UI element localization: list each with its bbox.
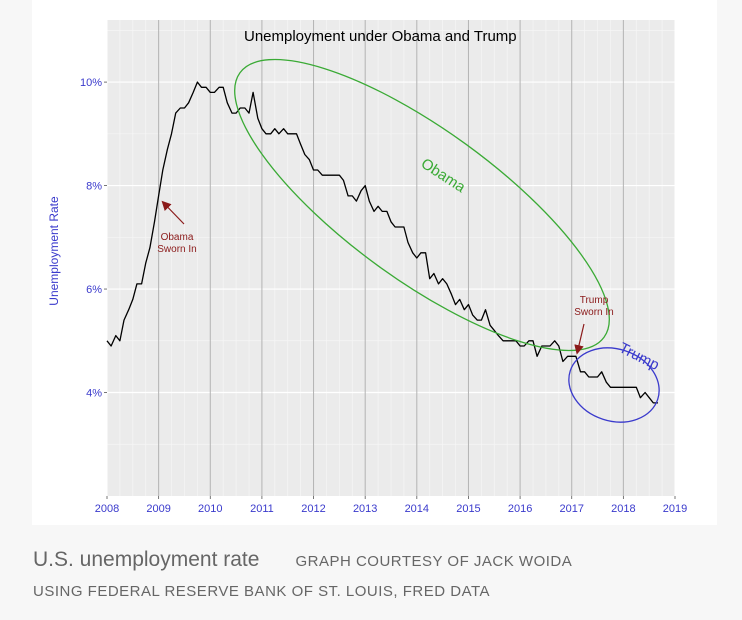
x-tick-label: 2017	[559, 503, 583, 515]
y-axis-label: Unemployment Rate	[47, 196, 61, 306]
obama-sworn-in-label: Sworn In	[157, 244, 196, 255]
trump-sworn-in-label: Trump	[580, 295, 609, 306]
x-tick-label: 2013	[353, 503, 377, 515]
x-tick-label: 2008	[95, 503, 119, 515]
x-tick-label: 2018	[611, 503, 635, 515]
caption-title: U.S. unemployment rate	[33, 548, 260, 571]
x-tick-label: 2015	[456, 503, 480, 515]
trump-sworn-in-arrow	[574, 323, 585, 355]
y-tick-label: 8%	[86, 181, 102, 193]
x-tick-label: 2016	[508, 503, 532, 515]
x-tick-label: 2011	[250, 503, 274, 515]
x-tick-label: 2009	[146, 503, 170, 515]
chart-svg: 4% 6% 8% 10% 2008 2009 2010 2011 2012 2013 2014 201…	[80, 20, 687, 515]
trump-ellipse	[568, 347, 660, 423]
caption: U.S. unemployment rate GRAPH COURTESY OF …	[33, 545, 723, 607]
x-tick-label: 2019	[663, 503, 687, 515]
caption-source: USING FEDERAL RESERVE BANK OF ST. LOUIS,…	[33, 583, 491, 600]
x-tick-label: 2014	[405, 503, 429, 515]
chart-title: Unemployment under Obama and Trump	[244, 28, 517, 45]
y-tick-label: 10%	[80, 77, 102, 89]
caption-credit: GRAPH COURTESY OF JACK WOIDA	[295, 553, 573, 570]
obama-sworn-in-arrow	[161, 200, 185, 225]
unemployment-line	[106, 81, 658, 404]
obama-ellipse	[234, 58, 610, 352]
x-tick-label: 2010	[198, 503, 222, 515]
chart-card: 4% 6% 8% 10% 2008 2009 2010 2011 2012 2013 2014 201…	[32, 0, 717, 525]
y-tick-label: 6%	[86, 284, 102, 296]
y-tick-label: 4%	[86, 388, 102, 400]
x-tick-label: 2012	[301, 503, 325, 515]
trump-sworn-in-label: Sworn In	[574, 307, 613, 318]
obama-sworn-in-label: Obama	[161, 232, 194, 243]
